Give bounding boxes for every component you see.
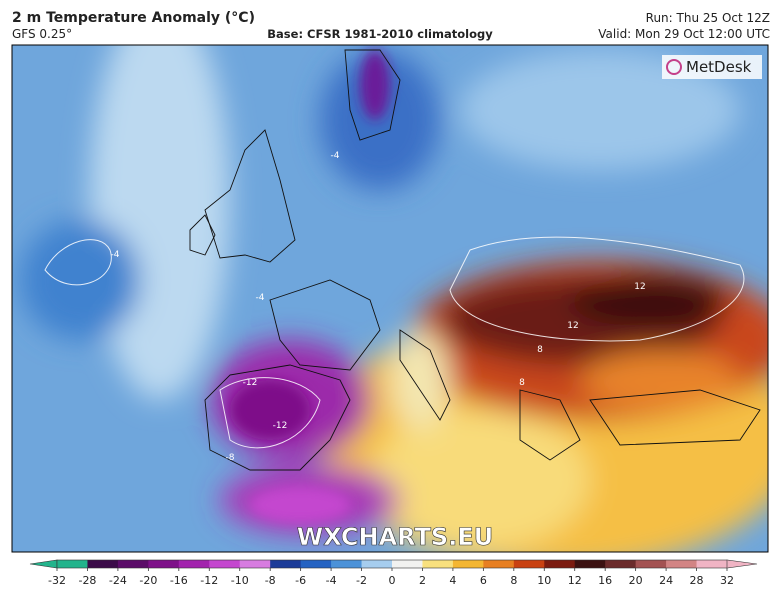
colorbar-extend-low [29,559,58,569]
colorbar-tick-label: 2 [419,574,426,587]
colorbar-segment [57,560,88,568]
contour-labels: -4 -4 -12 -12 -8 12 12 8 8 -4 [111,151,646,463]
colorbar-extend-high [726,559,758,569]
colorbar-tick-label: -4 [326,574,337,587]
map: -4 -4 -12 -12 -8 12 12 8 8 -4 MetDesk WXCHARTS.EU [12,45,768,552]
colorbar-segment [87,560,119,568]
colorbar-segment [422,560,454,568]
colorbar-tick-label: 16 [598,574,612,587]
colorbar-segment [361,560,393,568]
valid: Valid: Mon 29 Oct 12:00 UTC [598,27,770,41]
base: Base: CFSR 1981-2010 climatology [267,27,493,41]
colorbar-tick-label: -6 [295,574,306,587]
colorbar-tick-label: 0 [389,574,396,587]
contour-label: -4 [331,151,340,161]
colorbar-segment [513,560,545,568]
colorbar-tick-label: 28 [690,574,704,587]
logo: MetDesk [662,55,762,79]
colorbar-segment [574,560,606,568]
colorbar-tick-label: 10 [537,574,551,587]
colorbar-segment [148,560,180,568]
logo-text: MetDesk [686,58,752,76]
contour-label: -12 [273,421,288,431]
colorbar-tick-label: -8 [265,574,276,587]
colorbar-segment [696,560,728,568]
colorbar-tick-label: -12 [200,574,218,587]
colorbar-segment [666,560,698,568]
colorbar-segment [605,560,637,568]
colorbar-segment [239,560,271,568]
title: 2 m Temperature Anomaly (°C) [12,10,255,26]
colorbar-segment [178,560,210,568]
colorbar-tick-label: 24 [659,574,673,587]
contour-label: 8 [519,378,525,388]
colorbar-segment [452,560,484,568]
colorbar-segment [392,560,423,568]
colorbar-segment [117,560,149,568]
colorbar-tick-label: 32 [720,574,734,587]
contour-label: -4 [256,293,265,303]
colorbar-tick-label: -32 [48,574,66,587]
contour-label: 8 [537,345,543,355]
colorbar-tick-label: 6 [480,574,487,587]
map-frame [11,44,769,553]
colorbar: -32 -28 -24 -20 -16 -12 -10 -8 -6 -4 -2 0 2 4 6 8 10 12 16… [29,559,758,587]
colorbar-segment [300,560,332,568]
colorbar-tick-label: 20 [629,574,643,587]
colorbar-tick-label: -16 [170,574,188,587]
watermark: WXCHARTS.EU [297,523,493,551]
colorbar-segment [270,560,302,568]
colorbar-tick-label: -20 [139,574,157,587]
colorbar-segment [209,560,241,568]
contour-label: -4 [111,250,120,260]
colorbar-segment [483,560,515,568]
contour-label: 12 [567,321,578,331]
colorbar-tick-label: -10 [231,574,249,587]
colorbar-segment [544,560,576,568]
model: GFS 0.25° [12,27,72,41]
run: Run: Thu 25 Oct 12Z [646,11,770,25]
colorbar-tick-label: 8 [510,574,517,587]
colorbar-tick-label: -28 [78,574,96,587]
colorbar-tick-label: -2 [356,574,367,587]
colorbar-tick-label: 4 [449,574,456,587]
colorbar-tick-label: 12 [568,574,582,587]
contour-label: -12 [243,378,258,388]
colorbar-segment [331,560,363,568]
contour-label: 12 [634,282,645,292]
colorbar-tick-label: -24 [109,574,127,587]
colorbar-segment [635,560,667,568]
contour-label: -8 [226,453,235,463]
